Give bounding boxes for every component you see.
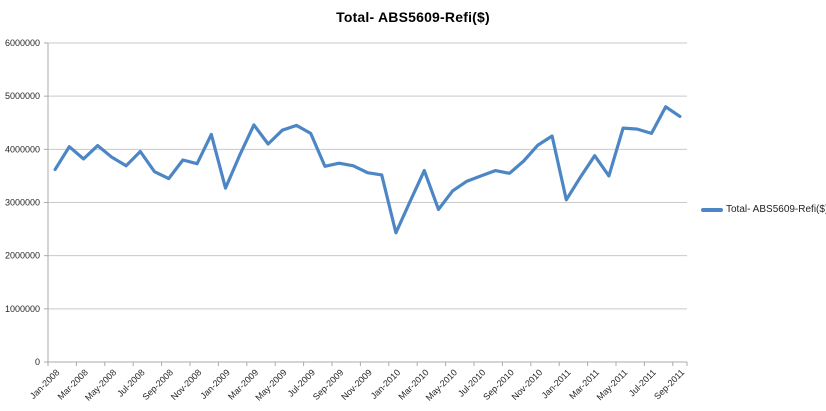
- svg-text:May-2008: May-2008: [83, 367, 118, 402]
- svg-text:1000000: 1000000: [5, 304, 40, 314]
- legend-label: Total- ABS5609-Refi($): [726, 204, 826, 215]
- chart-title: Total- ABS5609-Refi($): [336, 9, 490, 25]
- svg-text:4000000: 4000000: [5, 144, 40, 154]
- legend-line-swatch: [701, 207, 723, 212]
- svg-text:Nov-2008: Nov-2008: [169, 367, 204, 402]
- series-line: [53, 105, 682, 235]
- axes: [44, 42, 688, 366]
- svg-text:Nov-2010: Nov-2010: [510, 367, 545, 402]
- svg-text:2000000: 2000000: [5, 251, 40, 261]
- gridlines: [48, 42, 687, 310]
- svg-text:5000000: 5000000: [5, 91, 40, 101]
- svg-text:May-2011: May-2011: [595, 367, 630, 402]
- svg-text:May-2009: May-2009: [253, 367, 288, 402]
- svg-text:3000000: 3000000: [5, 198, 40, 208]
- y-axis-labels: 0 1000000 2000000 3000000 4000000 5000000 6000…: [5, 38, 40, 367]
- legend: Total- ABS5609-Refi($): [701, 204, 826, 215]
- svg-text:Nov-2009: Nov-2009: [339, 367, 374, 402]
- svg-text:0: 0: [35, 357, 40, 367]
- svg-text:Sep-2011: Sep-2011: [652, 367, 686, 401]
- svg-text:6000000: 6000000: [5, 38, 40, 48]
- svg-text:May-2010: May-2010: [424, 367, 459, 402]
- x-axis-labels: Jan-2008Mar-2008May-2008Jul-2008Sep-2008…: [28, 367, 686, 402]
